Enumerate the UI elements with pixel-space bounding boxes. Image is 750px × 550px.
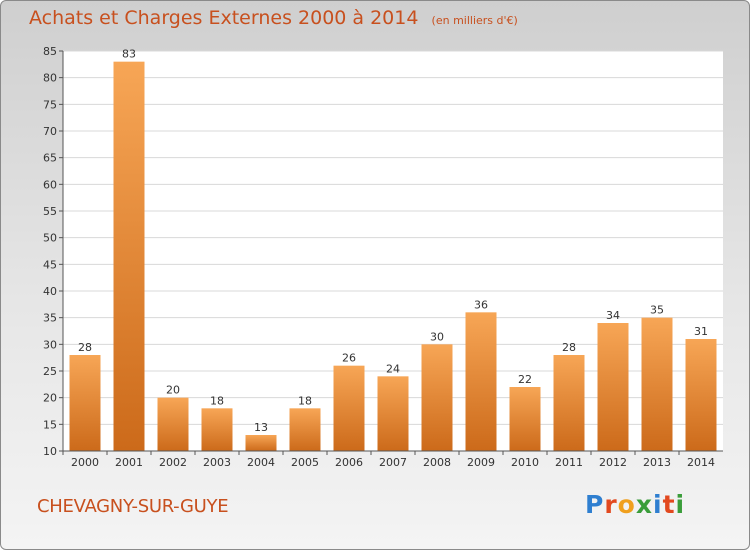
title-row: Achats et Charges Externes 2000 à 2014 (… <box>29 7 518 29</box>
chart-subtitle: (en milliers d'€) <box>431 14 518 27</box>
y-tick-label: 30 <box>43 338 57 351</box>
x-tick-label-2005: 2005 <box>291 456 319 469</box>
x-tick-label-2001: 2001 <box>115 456 143 469</box>
bar-2011 <box>553 355 585 451</box>
value-label-2011: 28 <box>562 341 576 354</box>
x-tick-label-2010: 2010 <box>511 456 539 469</box>
x-tick-label-2014: 2014 <box>687 456 715 469</box>
x-tick-label-2000: 2000 <box>71 456 99 469</box>
y-tick-label: 45 <box>43 258 57 271</box>
bar-2003 <box>201 408 233 451</box>
bar-2000 <box>69 355 101 451</box>
proxiti-logo[interactable]: Proxiti <box>585 490 686 519</box>
value-label-2014: 31 <box>694 325 708 338</box>
y-tick-label: 10 <box>43 445 57 458</box>
bar-2008 <box>421 344 453 451</box>
y-tick-label: 60 <box>43 178 57 191</box>
value-label-2012: 34 <box>606 309 620 322</box>
axes: 10 15 20 25 30 35 40 45 50 55 60 65 70 75 80 85 2000 2001… <box>43 45 723 469</box>
y-tick-label: 80 <box>43 72 57 85</box>
bar-2002 <box>157 397 189 451</box>
value-label-2002: 20 <box>166 384 180 397</box>
bar-2009 <box>465 312 497 451</box>
bar-2004 <box>245 435 277 451</box>
y-tick-label: 40 <box>43 285 57 298</box>
y-tick-label: 75 <box>43 98 57 111</box>
y-tick-label: 15 <box>43 418 57 431</box>
bar-2010 <box>509 387 541 451</box>
bar-2006 <box>333 365 365 451</box>
value-label-2004: 13 <box>254 421 268 434</box>
y-tick-label: 50 <box>43 232 57 245</box>
bar-2012 <box>597 323 629 451</box>
value-label-2005: 18 <box>298 394 312 407</box>
chart-title: Achats et Charges Externes 2000 à 2014 <box>29 7 419 29</box>
value-labels: 28 83 20 18 13 18 26 24 30 36 22 28 34 35 31 <box>78 48 708 434</box>
value-label-2009: 36 <box>474 298 488 311</box>
bar-2014 <box>685 339 717 451</box>
x-tick-label-2008: 2008 <box>423 456 451 469</box>
x-tick-label-2006: 2006 <box>335 456 363 469</box>
value-label-2006: 26 <box>342 352 356 365</box>
bar-2007 <box>377 376 409 451</box>
y-tick-label: 55 <box>43 205 57 218</box>
x-tick-label-2004: 2004 <box>247 456 275 469</box>
x-tick-label-2012: 2012 <box>599 456 627 469</box>
value-label-2013: 35 <box>650 304 664 317</box>
x-tick-label-2002: 2002 <box>159 456 187 469</box>
value-label-2010: 22 <box>518 373 532 386</box>
y-tick-label: 35 <box>43 312 57 325</box>
y-tick-label: 25 <box>43 365 57 378</box>
y-tick-label: 65 <box>43 152 57 165</box>
bar-2001 <box>113 61 145 452</box>
value-label-2008: 30 <box>430 330 444 343</box>
value-label-2003: 18 <box>210 394 224 407</box>
bar-2013 <box>641 317 673 451</box>
x-tick-label-2003: 2003 <box>203 456 231 469</box>
value-label-2000: 28 <box>78 341 92 354</box>
x-tick-label-2009: 2009 <box>467 456 495 469</box>
bar-2005 <box>289 408 321 451</box>
y-tick-label: 20 <box>43 392 57 405</box>
x-tick-label-2013: 2013 <box>643 456 671 469</box>
value-label-2001: 83 <box>122 48 136 61</box>
y-tick-label: 85 <box>43 45 57 58</box>
x-tick-label-2007: 2007 <box>379 456 407 469</box>
x-tick-label-2011: 2011 <box>555 456 583 469</box>
commune-name: CHEVAGNY-SUR-GUYE <box>37 496 229 517</box>
y-tick-label: 70 <box>43 125 57 138</box>
bars <box>69 61 717 452</box>
value-label-2007: 24 <box>386 362 400 375</box>
